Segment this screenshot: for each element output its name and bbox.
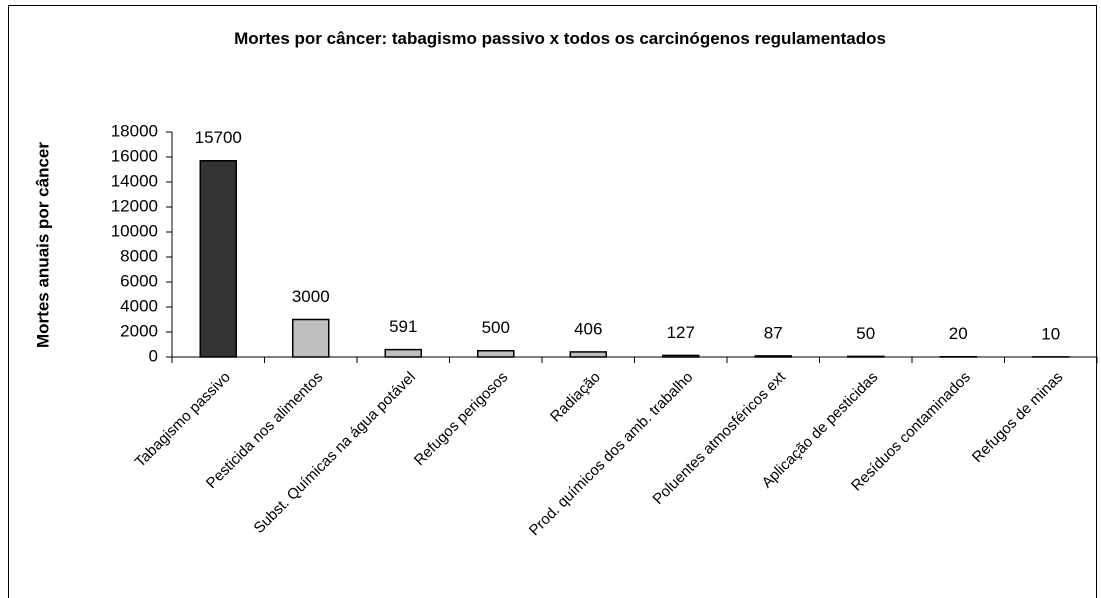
y-tick-label: 4000 (120, 296, 158, 315)
chart-frame (8, 5, 1097, 598)
value-label: 10 (1041, 324, 1060, 343)
value-label: 20 (949, 324, 968, 343)
y-axis-label: Mortes anuais por câncer (33, 142, 52, 348)
value-label: 50 (856, 324, 875, 343)
value-label: 591 (389, 317, 417, 336)
value-label: 15700 (195, 128, 242, 147)
bar (199, 160, 237, 358)
y-tick-label: 6000 (120, 271, 158, 290)
y-tick-label: 2000 (120, 321, 158, 340)
y-tick-label: 0 (149, 346, 158, 365)
value-label: 3000 (292, 287, 330, 306)
y-tick-label: 10000 (111, 221, 158, 240)
value-label: 500 (482, 318, 510, 337)
y-tick-label: 8000 (120, 246, 158, 265)
bar (662, 354, 700, 358)
y-tick-label: 14000 (111, 171, 158, 190)
chart-title: Mortes por câncer: tabagismo passivo x t… (234, 29, 886, 48)
bar (477, 350, 515, 358)
y-tick-label: 12000 (111, 196, 158, 215)
bar (569, 351, 607, 358)
bar (384, 348, 422, 358)
value-label: 406 (574, 319, 602, 338)
bar (754, 355, 792, 358)
value-label: 127 (667, 323, 695, 342)
y-tick-label: 18000 (111, 121, 158, 140)
bar (847, 355, 885, 358)
bar (292, 318, 330, 358)
y-tick-label: 16000 (111, 146, 158, 165)
value-label: 87 (764, 323, 783, 342)
